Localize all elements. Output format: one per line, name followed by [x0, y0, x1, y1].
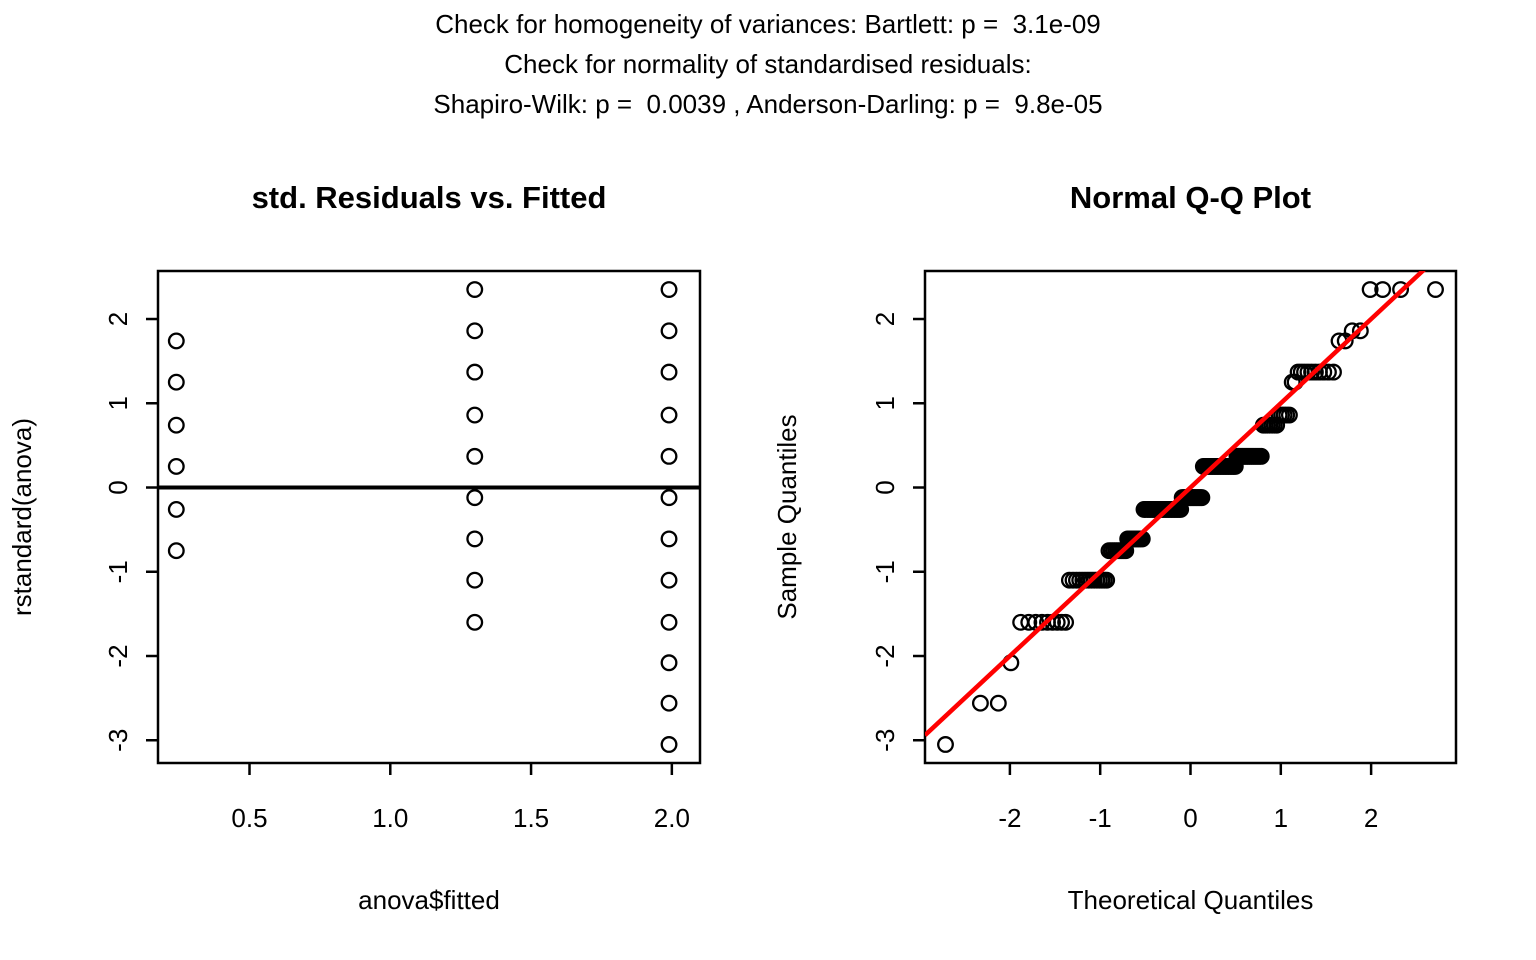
qq-point — [1020, 613, 1038, 631]
qq-point — [937, 736, 954, 753]
x-tick-label: 2.0 — [654, 803, 690, 833]
x-tick-label: 1 — [1274, 803, 1288, 833]
plot-title: Normal Q-Q Plot — [1070, 180, 1311, 215]
residual-point — [167, 458, 185, 475]
y-axis-label: Sample Quantiles — [772, 414, 802, 619]
residual-point — [466, 613, 484, 631]
y-tick-label: 1 — [870, 396, 900, 410]
residual-point — [660, 571, 678, 589]
y-tick-label: -2 — [870, 644, 900, 667]
residual-point — [660, 363, 678, 381]
y-tick-label: -3 — [870, 729, 900, 752]
residual-point — [167, 542, 185, 560]
qq-point — [1351, 322, 1369, 340]
qq-point — [1361, 281, 1379, 298]
residual-point — [466, 406, 484, 424]
x-tick-label: 2 — [1364, 803, 1378, 833]
qq-point — [1392, 281, 1410, 298]
residual-point — [466, 281, 484, 298]
residual-point — [660, 489, 678, 507]
y-tick-label: -1 — [870, 560, 900, 583]
y-tick-label: -1 — [103, 560, 133, 583]
y-tick-label: 0 — [870, 480, 900, 494]
residual-point — [167, 373, 185, 391]
residual-point — [167, 416, 185, 434]
residual-point — [167, 500, 185, 518]
qq-point — [1252, 447, 1270, 465]
residual-point — [660, 322, 678, 340]
residual-point — [660, 654, 678, 672]
residual-point — [167, 332, 185, 350]
x-tick-label: 1.5 — [513, 803, 549, 833]
qq-reference-line — [925, 271, 1426, 737]
diagnostic-tests-header: Check for homogeneity of variances: Bart… — [0, 4, 1536, 124]
qq-point — [989, 694, 1007, 712]
residual-point — [466, 322, 484, 340]
residual-point — [466, 530, 484, 548]
shapiro-anderson-line: Shapiro-Wilk: p = 0.0039 , Anderson-Darl… — [433, 89, 1103, 119]
y-tick-label: 0 — [103, 480, 133, 494]
qq-point — [1427, 281, 1444, 298]
residual-point — [660, 736, 678, 753]
y-tick-label: 2 — [103, 312, 133, 326]
qq-point — [1374, 281, 1392, 298]
qq-point — [1048, 613, 1066, 631]
y-tick-label: 2 — [870, 312, 900, 326]
bartlett-test-line: Check for homogeneity of variances: Bart… — [435, 9, 1101, 39]
qq-point — [1325, 363, 1342, 381]
residual-point — [660, 406, 678, 424]
plot-box — [923, 269, 1458, 765]
residual-point — [660, 694, 678, 712]
y-axis-label: rstandard(anova) — [7, 418, 37, 616]
qq-point — [1098, 571, 1116, 589]
x-tick-label: -2 — [998, 803, 1021, 833]
y-tick-label: -3 — [103, 729, 133, 752]
plot-box — [156, 269, 702, 765]
x-tick-label: -1 — [1089, 803, 1112, 833]
data-marks — [925, 271, 1444, 753]
x-tick-label: 0 — [1183, 803, 1197, 833]
residual-point — [466, 489, 484, 507]
y-tick-label: -2 — [103, 644, 133, 667]
normality-check-line: Check for normality of standardised resi… — [504, 49, 1032, 79]
residual-point — [660, 530, 678, 548]
qq-point — [1193, 489, 1211, 507]
qq-point — [1319, 363, 1337, 381]
data-marks — [167, 281, 678, 753]
qq-point — [1280, 406, 1298, 424]
residuals-vs-fitted-plot: std. Residuals vs. Fitted anova$fitted rst… — [7, 180, 702, 915]
x-axis-label: anova$fitted — [358, 885, 500, 915]
y-tick-label: 1 — [103, 396, 133, 410]
residual-point — [660, 447, 678, 465]
residual-point — [466, 447, 484, 465]
x-tick-label: 0.5 — [231, 803, 267, 833]
x-tick-label: 1.0 — [372, 803, 408, 833]
residual-point — [466, 571, 484, 589]
qq-point — [971, 694, 989, 712]
residual-point — [466, 363, 484, 381]
normal-qq-plot: Normal Q-Q Plot Theoretical Quantiles Samp… — [772, 180, 1458, 915]
plot-title: std. Residuals vs. Fitted — [252, 180, 607, 215]
qq-point — [1057, 613, 1075, 631]
x-axis-label: Theoretical Quantiles — [1068, 885, 1314, 915]
residual-point — [660, 613, 678, 631]
residual-point — [660, 281, 678, 298]
